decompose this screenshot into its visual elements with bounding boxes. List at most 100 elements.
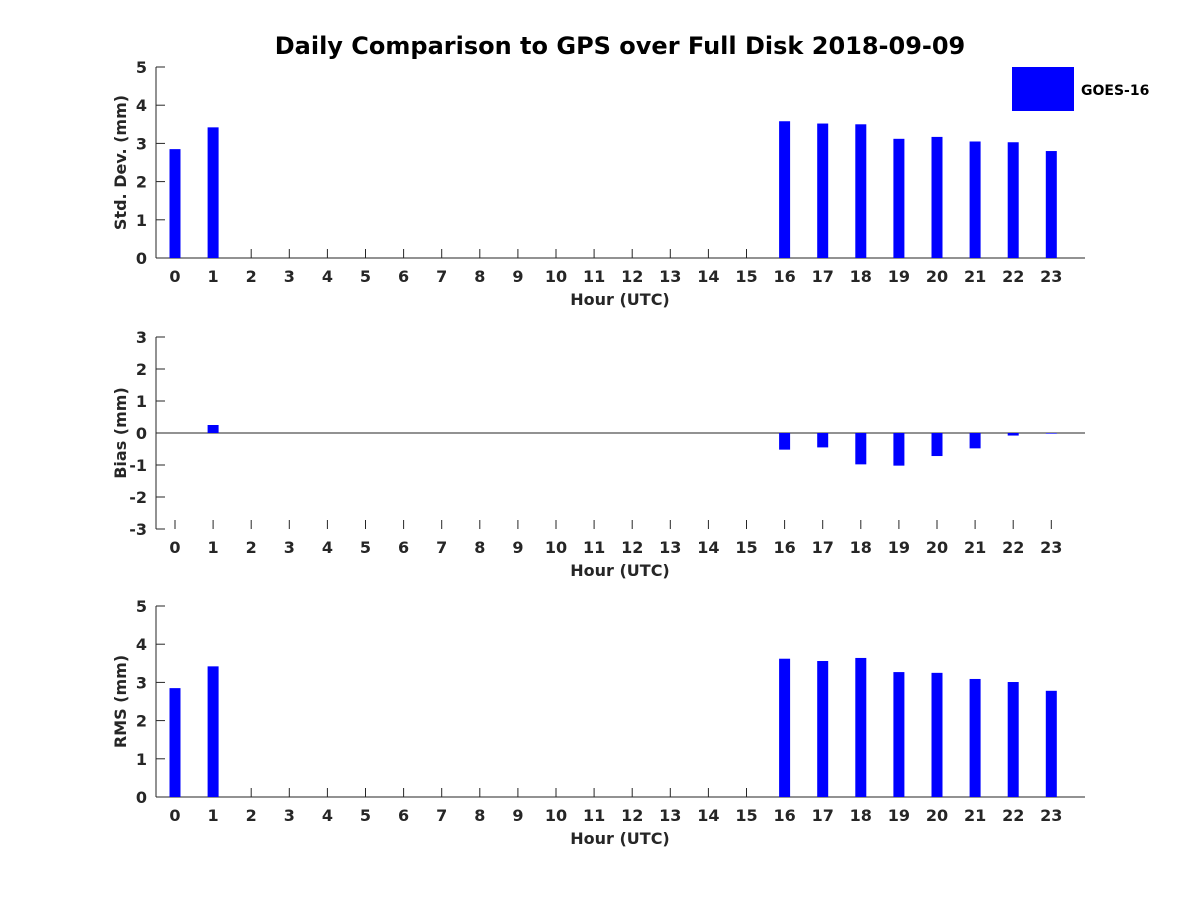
x-tick-label: 3 [284, 806, 295, 825]
x-tick-label: 1 [208, 538, 219, 557]
x-tick-label: 17 [812, 538, 834, 557]
y-tick-label: 3 [136, 134, 147, 153]
x-tick-label: 2 [246, 538, 257, 557]
x-tick-label: 13 [659, 806, 681, 825]
y-axis-label: Bias (mm) [111, 387, 130, 479]
bar-bias-19 [893, 433, 905, 466]
x-tick-label: 17 [812, 267, 834, 286]
x-tick-label: 5 [360, 806, 371, 825]
legend-swatch [1012, 67, 1074, 111]
x-tick-label: 0 [169, 806, 180, 825]
bar-std-dev-17 [817, 123, 829, 258]
y-tick-label: 5 [136, 597, 147, 616]
x-tick-label: 16 [773, 267, 795, 286]
x-tick-label: 2 [246, 806, 257, 825]
y-tick-label: 1 [136, 392, 147, 411]
y-tick-label: 5 [136, 58, 147, 77]
x-tick-label: 4 [322, 538, 333, 557]
bar-std-dev-21 [969, 141, 981, 258]
bar-std-dev-1 [207, 127, 219, 258]
bar-rms-22 [1007, 682, 1019, 797]
bar-bias-16 [779, 433, 791, 450]
x-tick-label: 18 [850, 267, 872, 286]
y-tick-label: 4 [136, 96, 147, 115]
x-axis-label: Hour (UTC) [570, 561, 670, 580]
y-tick-label: -1 [129, 456, 147, 475]
bar-std-dev-20 [931, 136, 943, 258]
x-tick-label: 21 [964, 806, 986, 825]
y-tick-label: 0 [136, 788, 147, 807]
y-tick-label: 2 [136, 173, 147, 192]
bar-std-dev-22 [1007, 142, 1019, 258]
y-tick-label: 2 [136, 712, 147, 731]
x-tick-label: 1 [208, 806, 219, 825]
x-tick-label: 19 [888, 267, 910, 286]
y-tick-label: 4 [136, 635, 147, 654]
x-tick-label: 16 [773, 806, 795, 825]
x-tick-label: 15 [735, 538, 757, 557]
x-tick-label: 19 [888, 538, 910, 557]
x-tick-label: 15 [735, 806, 757, 825]
bar-rms-21 [969, 678, 981, 797]
x-tick-label: 18 [850, 806, 872, 825]
x-tick-label: 23 [1040, 538, 1062, 557]
x-tick-label: 18 [850, 538, 872, 557]
x-tick-label: 16 [773, 538, 795, 557]
y-axis-label: RMS (mm) [111, 655, 130, 748]
bar-std-dev-18 [855, 124, 867, 258]
bar-std-dev-0 [169, 149, 181, 258]
x-tick-label: 22 [1002, 538, 1024, 557]
bar-rms-20 [931, 672, 943, 797]
bar-rms-23 [1045, 690, 1057, 797]
x-tick-label: 1 [208, 267, 219, 286]
y-tick-label: 2 [136, 360, 147, 379]
x-tick-label: 3 [284, 267, 295, 286]
x-tick-label: 17 [812, 806, 834, 825]
bar-rms-18 [855, 657, 867, 797]
x-tick-label: 9 [512, 267, 523, 286]
y-tick-label: 3 [136, 673, 147, 692]
x-tick-label: 19 [888, 806, 910, 825]
y-tick-label: 1 [136, 211, 147, 230]
x-tick-label: 6 [398, 267, 409, 286]
bar-bias-21 [969, 433, 981, 449]
y-tick-label: 0 [136, 424, 147, 443]
x-tick-label: 21 [964, 538, 986, 557]
x-tick-label: 7 [436, 806, 447, 825]
x-tick-label: 20 [926, 538, 948, 557]
x-axis-label: Hour (UTC) [570, 829, 670, 848]
x-tick-label: 12 [621, 538, 643, 557]
x-tick-label: 22 [1002, 806, 1024, 825]
x-tick-label: 20 [926, 806, 948, 825]
x-tick-label: 9 [512, 538, 523, 557]
x-tick-label: 5 [360, 538, 371, 557]
x-tick-label: 22 [1002, 267, 1024, 286]
x-tick-label: 8 [474, 267, 485, 286]
x-tick-label: 10 [545, 267, 567, 286]
x-tick-label: 13 [659, 538, 681, 557]
x-tick-label: 4 [322, 806, 333, 825]
bar-rms-19 [893, 672, 905, 797]
x-tick-label: 11 [583, 267, 605, 286]
x-tick-label: 10 [545, 806, 567, 825]
bar-bias-22 [1007, 433, 1019, 436]
x-tick-label: 8 [474, 538, 485, 557]
x-tick-label: 7 [436, 538, 447, 557]
x-tick-label: 23 [1040, 806, 1062, 825]
x-tick-label: 6 [398, 806, 409, 825]
bar-rms-1 [207, 666, 219, 797]
bar-bias-18 [855, 433, 867, 465]
x-tick-label: 2 [246, 267, 257, 286]
x-tick-label: 6 [398, 538, 409, 557]
bar-bias-23 [1045, 433, 1057, 434]
x-axis-label: Hour (UTC) [570, 290, 670, 309]
x-tick-label: 4 [322, 267, 333, 286]
x-tick-label: 12 [621, 267, 643, 286]
x-tick-label: 14 [697, 267, 719, 286]
bar-rms-16 [779, 658, 791, 797]
x-tick-label: 11 [583, 806, 605, 825]
